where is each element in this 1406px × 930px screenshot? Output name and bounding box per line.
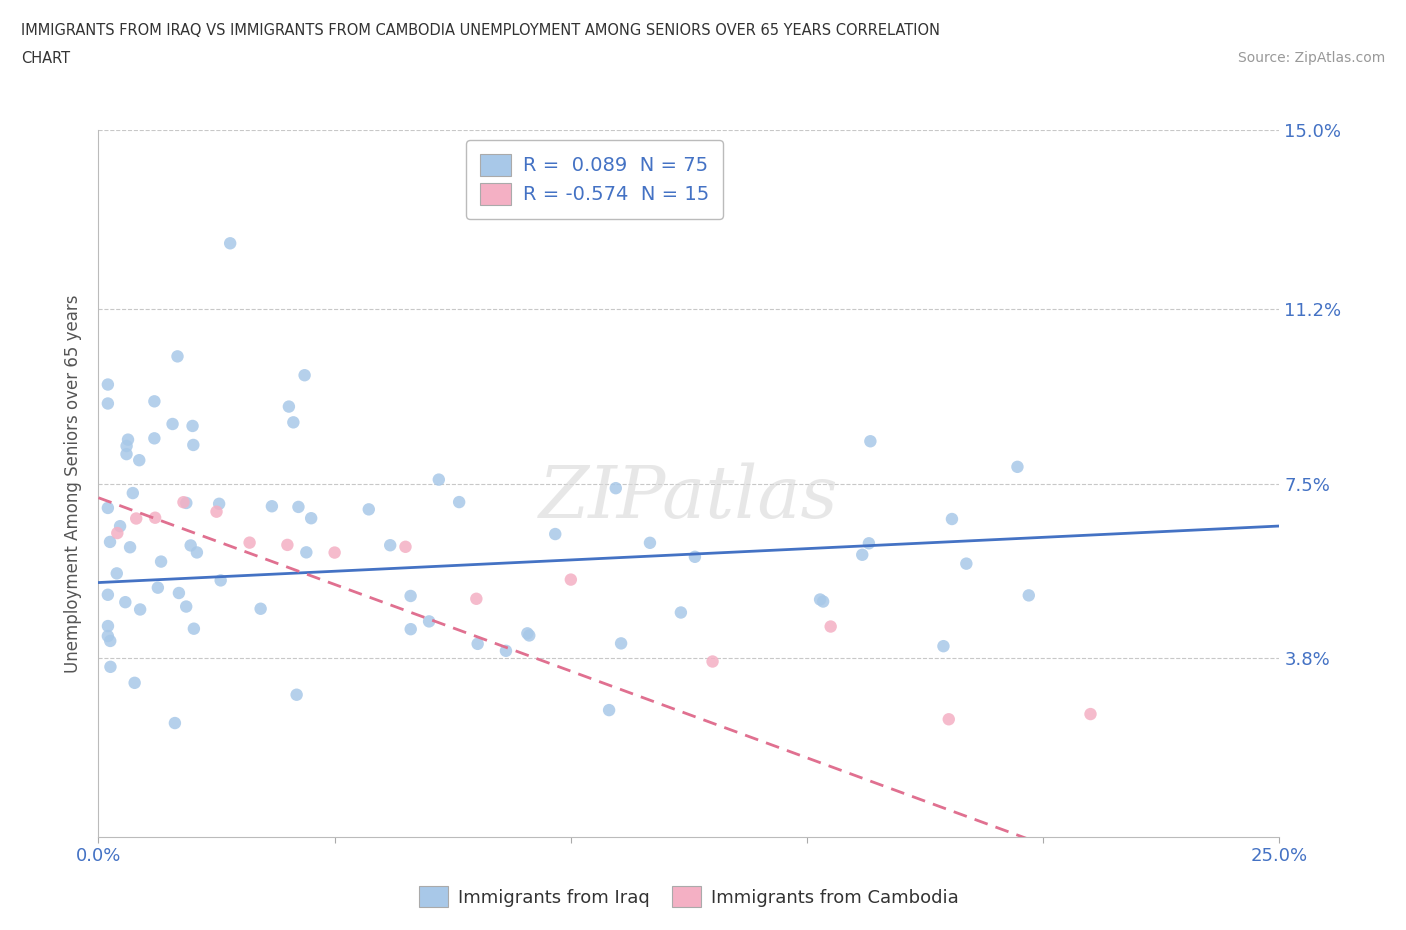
Point	[598, 703, 620, 718]
Point	[394, 539, 416, 554]
Point	[449, 495, 471, 510]
Point	[294, 367, 316, 382]
Point	[97, 618, 120, 633]
Point	[1018, 588, 1040, 603]
Point	[97, 377, 120, 392]
Point	[418, 614, 440, 629]
Point	[1080, 707, 1102, 722]
Point	[516, 626, 538, 641]
Point	[114, 595, 136, 610]
Point	[128, 453, 150, 468]
Point	[105, 525, 128, 540]
Point	[124, 675, 146, 690]
Point	[858, 536, 880, 551]
Text: CHART: CHART	[21, 51, 70, 66]
Point	[146, 580, 169, 595]
Point	[955, 556, 977, 571]
Point	[465, 591, 488, 606]
Point	[97, 396, 120, 411]
Point	[97, 588, 120, 603]
Point	[181, 437, 204, 452]
Point	[219, 236, 242, 251]
Point	[181, 418, 204, 433]
Y-axis label: Unemployment Among Seniors over 65 years: Unemployment Among Seniors over 65 years	[63, 295, 82, 672]
Point	[811, 594, 834, 609]
Text: IMMIGRANTS FROM IRAQ VS IMMIGRANTS FROM CAMBODIA UNEMPLOYMENT AMONG SENIORS OVER: IMMIGRANTS FROM IRAQ VS IMMIGRANTS FROM …	[21, 23, 941, 38]
Point	[105, 566, 128, 581]
Point	[150, 554, 173, 569]
Point	[205, 504, 228, 519]
Point	[495, 644, 517, 658]
Point	[285, 687, 308, 702]
Point	[120, 539, 142, 554]
Point	[467, 636, 489, 651]
Point	[287, 499, 309, 514]
Point	[115, 446, 138, 461]
Point	[162, 417, 184, 432]
Point	[209, 573, 232, 588]
Point	[260, 498, 283, 513]
Point	[283, 415, 305, 430]
Point	[295, 545, 318, 560]
Point	[172, 495, 194, 510]
Text: ZIPatlas: ZIPatlas	[538, 462, 839, 533]
Point	[208, 497, 231, 512]
Point	[638, 536, 661, 551]
Point	[399, 589, 422, 604]
Point	[239, 535, 262, 550]
Point	[560, 572, 582, 587]
Point	[98, 535, 121, 550]
Point	[938, 711, 960, 726]
Point	[100, 659, 122, 674]
Point	[702, 654, 724, 669]
Point	[180, 538, 202, 552]
Point	[249, 602, 271, 617]
Point	[859, 433, 882, 448]
Point	[176, 496, 198, 511]
Point	[299, 511, 322, 525]
Point	[186, 545, 208, 560]
Point	[380, 538, 402, 552]
Point	[277, 399, 299, 414]
Point	[108, 519, 131, 534]
Point	[183, 621, 205, 636]
Point	[1007, 459, 1029, 474]
Point	[605, 481, 627, 496]
Point	[276, 538, 298, 552]
Point	[323, 545, 346, 560]
Point	[115, 439, 138, 454]
Point	[98, 633, 121, 648]
Text: Source: ZipAtlas.com: Source: ZipAtlas.com	[1237, 51, 1385, 65]
Point	[941, 512, 963, 526]
Point	[121, 485, 143, 500]
Point	[932, 639, 955, 654]
Point	[143, 511, 166, 525]
Point	[143, 394, 166, 409]
Point	[163, 715, 186, 730]
Point	[143, 431, 166, 445]
Point	[517, 628, 540, 643]
Point	[808, 592, 831, 607]
Point	[125, 512, 148, 526]
Point	[669, 605, 692, 620]
Point	[820, 619, 842, 634]
Point	[117, 432, 139, 447]
Point	[97, 629, 120, 644]
Point	[167, 586, 190, 601]
Point	[683, 550, 706, 565]
Point	[97, 500, 120, 515]
Point	[544, 526, 567, 541]
Point	[129, 602, 152, 617]
Point	[851, 548, 873, 563]
Point	[166, 349, 188, 364]
Point	[427, 472, 450, 487]
Point	[174, 599, 197, 614]
Point	[357, 502, 380, 517]
Point	[610, 636, 633, 651]
Legend: Immigrants from Iraq, Immigrants from Cambodia: Immigrants from Iraq, Immigrants from Ca…	[409, 877, 969, 916]
Legend: R =  0.089  N = 75, R = -0.574  N = 15: R = 0.089 N = 75, R = -0.574 N = 15	[467, 140, 723, 219]
Point	[399, 622, 422, 637]
